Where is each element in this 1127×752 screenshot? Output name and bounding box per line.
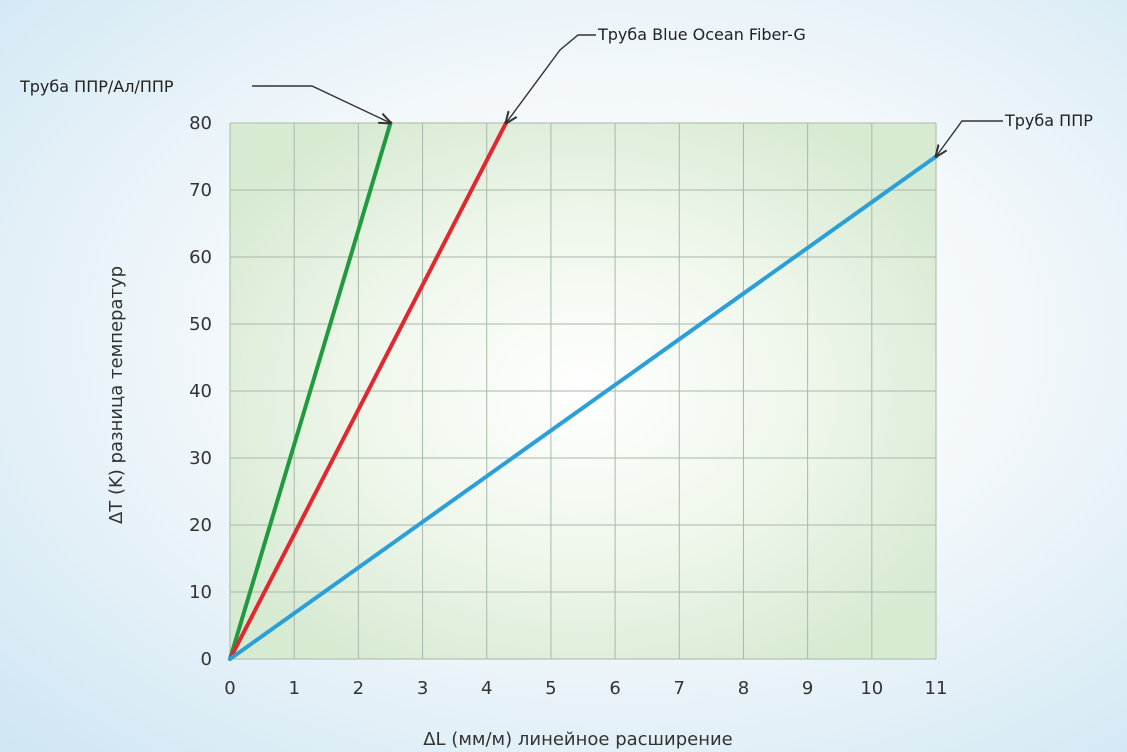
- series-callouts: Труба ППР/Ал/ППР Труба Blue Ocean Fiber-G…: [19, 25, 1093, 157]
- x-tick-label: 4: [481, 678, 492, 699]
- y-axis-title: ΔT (K) разница температур: [106, 266, 127, 524]
- series-lines: [228, 121, 938, 661]
- x-tick-label: 3: [417, 678, 428, 699]
- grid: [229, 122, 937, 660]
- x-tick-label: 7: [674, 678, 685, 699]
- callout-leader-0: [252, 85, 390, 123]
- y-tick-label: 0: [201, 649, 212, 670]
- series-line-0: [228, 121, 393, 661]
- x-tick-label: 9: [802, 678, 813, 699]
- x-tick-label: 5: [545, 678, 556, 699]
- callout-leader-1: [506, 34, 596, 123]
- series-line-2: [228, 154, 938, 661]
- x-axis-ticks: 0 1 2 3 4 5 6 7 8 9 10 11: [224, 678, 947, 699]
- x-tick-label: 10: [860, 678, 883, 699]
- y-axis-ticks: 0 10 20 30 40 50 60 70 80: [189, 113, 212, 670]
- x-tick-label: 6: [609, 678, 620, 699]
- series-label-2: Труба ППР: [1004, 111, 1093, 130]
- y-tick-label: 30: [189, 448, 212, 469]
- x-tick-label: 11: [925, 678, 948, 699]
- x-tick-label: 8: [738, 678, 749, 699]
- series-label-1: Труба Blue Ocean Fiber-G: [597, 25, 806, 44]
- series-line-1: [228, 121, 508, 661]
- y-tick-label: 10: [189, 582, 212, 603]
- y-tick-label: 40: [189, 381, 212, 402]
- y-tick-label: 70: [189, 180, 212, 201]
- y-tick-label: 20: [189, 515, 212, 536]
- x-axis-title: ΔL (мм/м) линейное расширение: [423, 729, 733, 750]
- x-tick-label: 0: [224, 678, 235, 699]
- series-label-0: Труба ППР/Ал/ППР: [19, 77, 174, 96]
- x-tick-label: 1: [288, 678, 299, 699]
- y-tick-label: 50: [189, 314, 212, 335]
- callout-leader-2: [936, 120, 1003, 157]
- y-tick-label: 80: [189, 113, 212, 134]
- y-tick-label: 60: [189, 247, 212, 268]
- x-tick-label: 2: [353, 678, 364, 699]
